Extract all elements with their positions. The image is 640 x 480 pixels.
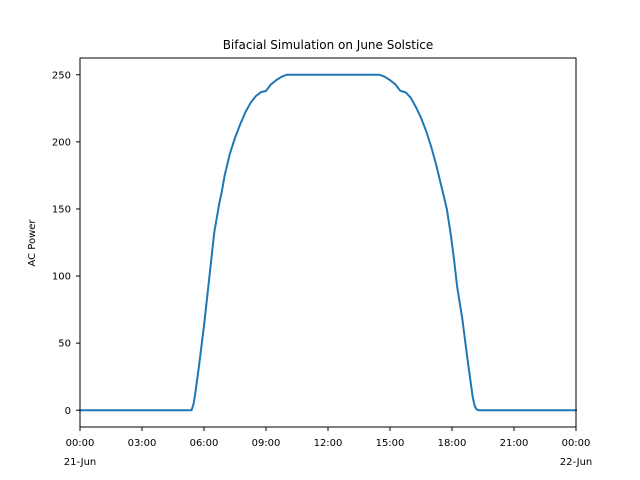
x-tick-label: 18:00 — [438, 438, 467, 449]
x-tick-label: 12:00 — [314, 438, 343, 449]
x-tick-label: 06:00 — [190, 438, 219, 449]
x-tick-label: 00:00 — [562, 438, 591, 449]
y-tick-label: 50 — [58, 339, 71, 350]
chart-title: Bifacial Simulation on June Solstice — [223, 38, 434, 52]
x-tick-label: 03:00 — [128, 438, 157, 449]
y-tick-label: 200 — [52, 137, 71, 148]
x-tick-label: 15:00 — [376, 438, 405, 449]
x-tick-label: 21:00 — [500, 438, 529, 449]
x-tick-label: 09:00 — [252, 438, 281, 449]
y-tick-label: 150 — [52, 205, 71, 216]
series-line-1 — [79, 73, 577, 412]
y-tick-label: 250 — [52, 70, 71, 81]
x-tick-label: 00:00 — [66, 438, 95, 449]
y-tick-label: 0 — [65, 406, 71, 417]
y-axis: 0 50 100 150 200 250 — [52, 70, 80, 417]
x-tick-sublabel: 22-Jun — [560, 457, 593, 468]
x-axis: 00:00 21-Jun 03:00 06:00 09:00 12:00 15:00 18:0… — [64, 427, 593, 468]
y-axis-label: AC Power — [27, 219, 38, 267]
x-tick-sublabel: 21-Jun — [64, 457, 97, 468]
y-tick-label: 100 — [52, 272, 71, 283]
